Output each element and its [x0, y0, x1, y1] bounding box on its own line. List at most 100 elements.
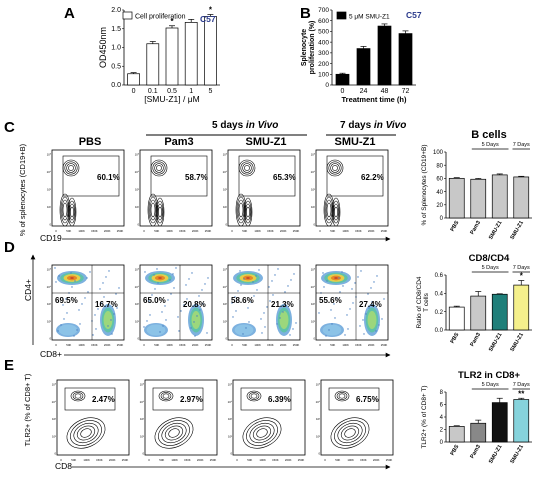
y-tick-label: 2	[440, 428, 444, 434]
quadrant-percent: 65.0%	[143, 296, 166, 305]
flow-plot-e: 6.39% 0 50K 100K 150K 200K 250K 10⁵ 10⁴ 10³ 10² 0	[228, 379, 306, 462]
contour-ring	[61, 199, 69, 221]
event-dot	[277, 268, 279, 270]
flow-header-5days: 5 days in Vivo	[212, 120, 278, 131]
category-label: 0.1	[148, 88, 158, 95]
flow-plot-d: 65.0% 20.8% 0 50K 100K 150K 200K 250K 10⁵ 10⁴ 10³ 1…	[135, 264, 213, 347]
contour-ring	[250, 393, 258, 399]
y-tick-label: 10⁵	[47, 268, 51, 272]
event-dot	[378, 324, 380, 326]
event-dot	[110, 319, 112, 321]
event-dot	[371, 301, 373, 303]
event-dot	[157, 282, 159, 284]
event-dot	[271, 280, 273, 282]
y-tick-label: 10²	[223, 205, 227, 209]
x-tick-label: 50K	[66, 343, 71, 347]
x-tick-label: 150K	[360, 458, 367, 462]
event-dot	[240, 284, 242, 286]
event-dot	[107, 325, 109, 327]
y-tick-label: 10⁵	[311, 268, 315, 272]
category-label: Pam3	[469, 332, 482, 348]
contour-ring	[80, 428, 92, 438]
y-tick-label: 10³	[47, 302, 51, 306]
event-dot	[370, 287, 372, 289]
contour-ring	[158, 390, 174, 402]
event-dot	[204, 283, 206, 285]
y-tick-label: 10²	[135, 205, 139, 209]
contour-ring	[240, 161, 254, 175]
event-dot	[84, 297, 86, 299]
event-dot	[368, 307, 370, 309]
y-axis-label-line: Splenocyte	[301, 29, 308, 66]
y-tick-label: 1.0	[111, 45, 121, 52]
density-blob	[70, 277, 74, 279]
contour-ring	[70, 206, 74, 218]
bar	[146, 43, 160, 86]
x-tick-label: 200K	[368, 343, 375, 347]
group-label: 7 Days	[513, 382, 530, 388]
plot-frame	[51, 149, 125, 227]
flow-plot-e: 2.47% 0 50K 100K 150K 200K 250K 10⁵ 10⁴ 10³ 10² 0	[52, 379, 130, 462]
category-label: SMU-Z1	[510, 332, 525, 353]
density-blob	[334, 277, 338, 279]
x-tick-label: 250K	[210, 458, 217, 462]
contour-ring	[328, 161, 342, 175]
contour-ring	[150, 202, 156, 218]
event-dot	[351, 288, 353, 290]
gate-percent: 58.7%	[185, 173, 208, 182]
event-dot	[250, 301, 252, 303]
x-tick-label: 200K	[104, 343, 111, 347]
contour-ring	[150, 159, 168, 177]
y-tick-label: 10⁴	[223, 285, 228, 289]
event-dot	[272, 294, 274, 296]
x-tick-label: 250K	[386, 458, 393, 462]
contour-ring	[64, 161, 78, 175]
x-tick-label: 150K	[179, 229, 186, 233]
flow-d-ylabel: CD4+	[23, 279, 33, 301]
y-tick-label: 10⁵	[47, 153, 51, 157]
x-tick-label: 50K	[154, 229, 159, 233]
contour-ring	[330, 163, 340, 173]
event-dot	[193, 321, 195, 323]
event-dot	[108, 270, 110, 272]
y-tick-label: 0	[313, 223, 315, 227]
contour-ring	[338, 393, 346, 399]
y-tick-label: 60	[436, 177, 443, 183]
flow-plot-d: 55.6% 27.4% 0 50K 100K 150K 200K 250K 10⁵ 10⁴ 10³ 1…	[311, 264, 389, 347]
event-dot	[276, 323, 278, 325]
significance-marker: *	[520, 272, 524, 281]
y-tick-label: 0.2	[435, 310, 444, 316]
chart-title: CD8/CD4	[469, 253, 510, 264]
x-tick-label: 50K	[71, 458, 76, 462]
y-tick-label: 0	[440, 440, 444, 446]
contour-ring	[246, 206, 250, 218]
event-dot	[231, 302, 233, 304]
significance-marker: *	[209, 6, 213, 15]
x-tick-label: 0	[231, 343, 233, 347]
x-tick-label: 50K	[159, 458, 164, 462]
bar	[470, 178, 487, 219]
y-tick-label: 10³	[311, 188, 315, 192]
event-dot	[196, 315, 198, 317]
event-dot	[190, 327, 192, 329]
bar	[470, 422, 487, 443]
bar-chart-d: 0.0 0.2 0.4 0.6 PBS Pam3 SMU-Z1 * SMU-Z1 Ratio of…	[416, 253, 532, 353]
event-dot	[252, 281, 254, 283]
panel-letter-c: C	[4, 119, 15, 136]
event-dot	[284, 291, 286, 293]
flow-d-xlabel: CD8+	[40, 349, 62, 359]
legend-swatch	[336, 11, 347, 20]
event-dot	[293, 273, 295, 275]
contour-ring	[76, 425, 96, 441]
event-dot	[186, 298, 188, 300]
contour-ring	[152, 161, 166, 175]
y-axis-label: TLR2+ (% of CD8+ T)	[421, 385, 428, 448]
event-dot	[341, 271, 343, 273]
bar	[491, 402, 508, 443]
density-blob	[158, 277, 162, 279]
event-dot	[344, 334, 346, 336]
category-label: SMU-Z1	[488, 332, 503, 353]
y-tick-label: 0	[325, 82, 329, 89]
density-blob	[279, 311, 289, 329]
contour-ring	[249, 422, 275, 444]
